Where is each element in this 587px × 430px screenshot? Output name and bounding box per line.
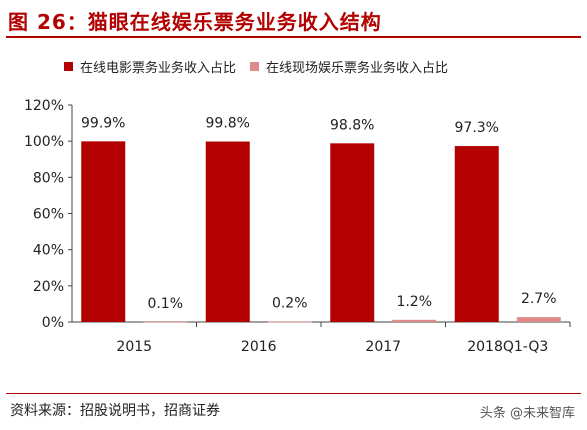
y-tick-label: 0% [42, 315, 64, 331]
data-label-series-1: 97.3% [455, 120, 499, 136]
x-tick-label: 2016 [241, 339, 277, 355]
source-note: 资料来源：招股说明书，招商证券 [10, 403, 220, 419]
footer-divider [6, 393, 581, 394]
data-label-series-1: 98.8% [330, 117, 374, 133]
data-label-series-2: 1.2% [396, 294, 432, 310]
title-divider [6, 36, 581, 38]
x-tick-label: 2017 [365, 339, 401, 355]
data-label-series-2: 0.1% [147, 296, 183, 312]
bar-series-2 [143, 321, 188, 323]
legend-item-series-1: 在线电影票务业务收入占比 [64, 57, 236, 76]
bar-series-1 [205, 141, 250, 322]
data-label-series-1: 99.8% [206, 116, 250, 132]
bar-series-2 [267, 321, 312, 323]
data-label-series-1: 99.9% [81, 115, 125, 131]
y-tick-label: 120% [24, 98, 64, 114]
y-tick-label: 100% [24, 134, 64, 150]
y-tick-label: 80% [33, 170, 64, 186]
y-tick-label: 60% [33, 207, 64, 223]
legend-swatch-series-2 [250, 61, 260, 71]
x-tick-label: 2018Q1-Q3 [467, 339, 548, 355]
data-label-series-2: 0.2% [272, 296, 308, 312]
x-tick-label: 2015 [116, 339, 152, 355]
bar-chart: 0% 20% 40% 60% 80% 100% 120% 2015 99.9% 0.1% 2016 9… [24, 98, 571, 355]
bar-series-2 [516, 317, 561, 322]
bar-series-1 [330, 143, 375, 322]
bar-series-1 [454, 146, 499, 322]
legend-swatch-series-1 [64, 61, 73, 71]
title-bar: 图 26：猫眼在线娱乐票务业务收入结构 [0, 0, 587, 40]
watermark: 头条 @未来智库 [479, 406, 575, 421]
legend-label-series-2: 在线现场娱乐票务业务收入占比 [266, 60, 449, 76]
data-label-series-2: 2.7% [521, 291, 557, 307]
bar-series-1 [81, 141, 126, 322]
legend-item-series-2: 在线现场娱乐票务业务收入占比 [250, 57, 448, 76]
y-tick-label: 40% [33, 243, 64, 259]
legend-label-series-1: 在线电影票务业务收入占比 [80, 60, 237, 76]
y-tick-label: 20% [33, 279, 64, 295]
chart-legend: 在线电影票务业务收入占比 在线现场娱乐票务业务收入占比 [64, 56, 462, 76]
figure-title: 图 26：猫眼在线娱乐票务业务收入结构 [8, 10, 382, 34]
bar-series-2 [392, 319, 437, 322]
